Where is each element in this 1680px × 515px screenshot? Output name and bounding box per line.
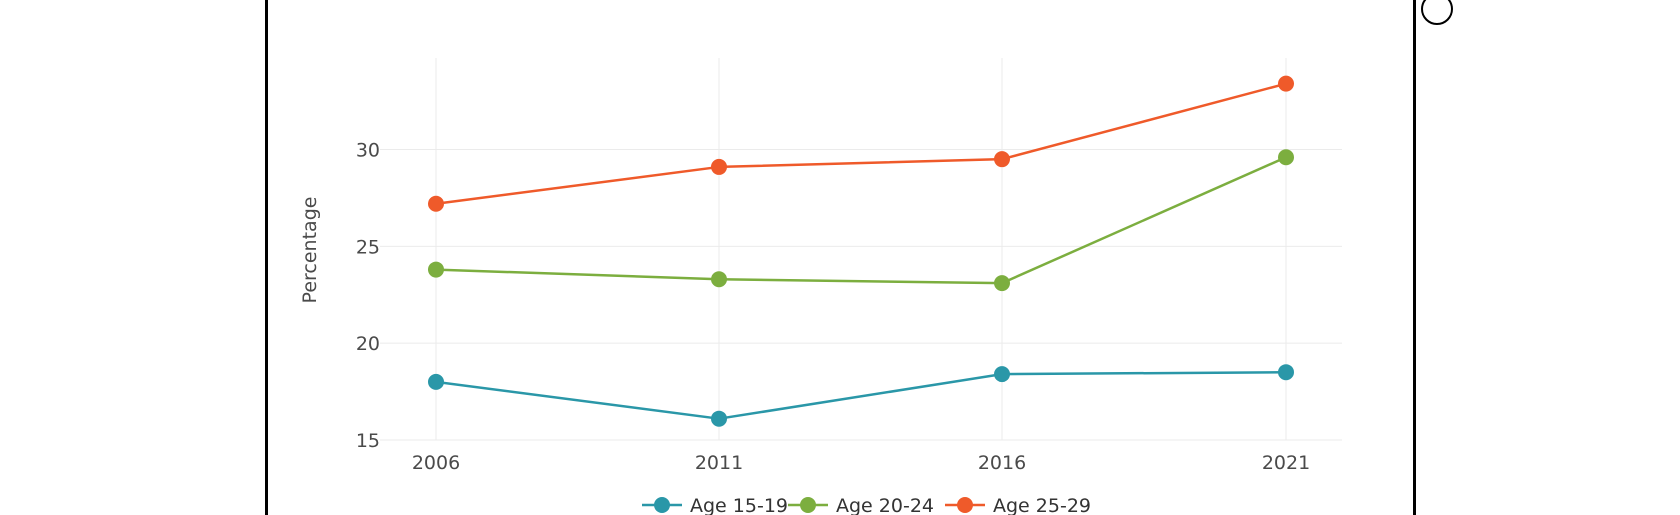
legend-item[interactable]: Age 20-24: [788, 495, 934, 515]
series-line: [435, 82, 1287, 205]
legend-item[interactable]: Age 15-19: [642, 495, 788, 515]
data-point[interactable]: [994, 366, 1010, 383]
legend-label: Age 20-24: [836, 495, 934, 515]
x-tick-label: 2016: [978, 452, 1026, 474]
data-point[interactable]: [1278, 364, 1294, 381]
grid-layer: [380, 58, 1342, 441]
y-axis-title: Percentage: [299, 197, 321, 304]
axis-layer: 15 20 25 30 2006 2011 2016 2021 Percentage: [299, 140, 1310, 475]
x-tick-label: 2011: [695, 452, 743, 474]
data-point[interactable]: [428, 373, 444, 390]
circle-outline-icon[interactable]: [1421, 0, 1453, 25]
data-point[interactable]: [994, 275, 1010, 292]
series-line: [435, 156, 1287, 285]
series-age-25-29: [428, 75, 1294, 212]
y-tick-label: 30: [356, 140, 380, 162]
legend-marker-swatch: [800, 497, 816, 513]
legend-marker-swatch: [654, 497, 670, 513]
series-line: [435, 370, 1287, 420]
y-tick-label: 15: [356, 430, 380, 452]
legend-label: Age 25-29: [993, 495, 1091, 515]
y-tick-label: 20: [356, 333, 380, 355]
data-point[interactable]: [711, 158, 727, 175]
series-layer: [428, 75, 1294, 427]
x-tick-label: 2021: [1262, 452, 1310, 474]
legend-label: Age 15-19: [690, 495, 788, 515]
data-point[interactable]: [428, 195, 444, 212]
data-point[interactable]: [711, 271, 727, 288]
x-tick-label: 2006: [412, 452, 460, 474]
legend: Age 15-19 Age 20-24 Age 25-29: [642, 495, 1091, 515]
legend-marker-swatch: [957, 497, 973, 513]
data-point[interactable]: [711, 410, 727, 427]
data-point[interactable]: [994, 151, 1010, 168]
data-point[interactable]: [1278, 149, 1294, 166]
y-tick-label: 25: [356, 236, 380, 258]
series-age-20-24: [428, 149, 1294, 292]
legend-item[interactable]: Age 25-29: [945, 495, 1091, 515]
data-point[interactable]: [1278, 75, 1294, 92]
series-age-15-19: [428, 364, 1294, 427]
data-point[interactable]: [428, 261, 444, 278]
